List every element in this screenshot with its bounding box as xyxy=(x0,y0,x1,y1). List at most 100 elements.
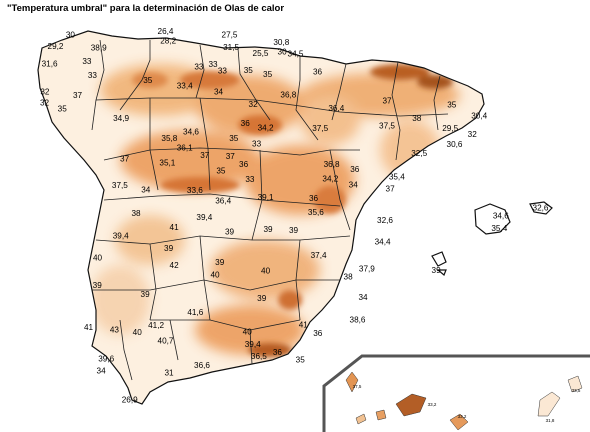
canary-value-label: 33,5 xyxy=(572,388,581,393)
station-value-label: 37,5 xyxy=(112,181,128,190)
station-value-label: 39 xyxy=(225,227,235,236)
station-value-label: 37 xyxy=(73,91,83,100)
station-value-label: 35 xyxy=(263,70,273,79)
station-value-label: 39 xyxy=(93,281,103,290)
station-value-label: 34 xyxy=(349,181,359,190)
station-value-label: 30 xyxy=(278,48,288,57)
station-value-label: 40 xyxy=(210,270,220,279)
station-value-label: 35 xyxy=(296,356,306,365)
station-value-label: 34,9 xyxy=(113,114,129,123)
canary-islands xyxy=(345,371,583,431)
station-value-label: 36 xyxy=(309,194,319,203)
station-value-label: 35,6 xyxy=(308,208,324,217)
station-value-label: 28,2 xyxy=(160,37,176,46)
peninsula-coastline xyxy=(37,30,485,405)
station-value-label: 36,6 xyxy=(194,361,210,370)
station-value-label: 35 xyxy=(447,100,457,109)
station-value-label: 39,4 xyxy=(113,232,129,241)
station-value-label: 37 xyxy=(226,152,236,161)
station-value-label: 37,9 xyxy=(359,265,375,274)
la-palma-island xyxy=(345,371,359,393)
station-value-label: 34,4 xyxy=(375,238,391,247)
station-value-label: 37,5 xyxy=(379,121,395,130)
station-value-label: 32,5 xyxy=(411,149,427,158)
menorca-island xyxy=(529,201,553,215)
station-value-label: 39 xyxy=(141,290,151,299)
station-value-label: 34,6 xyxy=(183,127,199,136)
station-value-label: 40 xyxy=(93,254,103,263)
station-value-label: 39 xyxy=(263,225,273,234)
station-value-label: 41 xyxy=(170,223,180,232)
station-value-label: 35 xyxy=(229,134,239,143)
station-value-label: 33 xyxy=(218,67,228,76)
station-value-label: 33 xyxy=(88,71,98,80)
station-value-label: 35 xyxy=(244,66,254,75)
station-value-label: 34,5 xyxy=(288,50,304,59)
station-value-label: 37,4 xyxy=(311,251,327,260)
station-value-label: 38 xyxy=(131,209,141,218)
station-value-label: 40 xyxy=(261,267,271,276)
station-value-label: 32,6 xyxy=(377,216,393,225)
station-value-label: 30 xyxy=(66,31,76,40)
canary-labels: 37,5 33,2 33,2 31,8 33,5 xyxy=(353,384,581,423)
station-value-label: 34 xyxy=(214,88,224,97)
station-value-label: 25,5 xyxy=(253,49,269,58)
station-value-label: 40,7 xyxy=(158,336,174,345)
station-value-label: 39,1 xyxy=(258,193,274,202)
station-value-label: 37,5 xyxy=(312,124,328,133)
station-value-label: 35,4 xyxy=(491,224,507,233)
station-value-label: 36 xyxy=(350,165,360,174)
station-value-label: 37 xyxy=(386,185,396,194)
fuerteventura-island xyxy=(537,391,561,417)
station-value-label: 35,1 xyxy=(159,159,175,168)
station-value-label: 39,4 xyxy=(245,340,261,349)
station-value-label: 33 xyxy=(194,63,204,72)
station-value-label: 33 xyxy=(252,140,262,149)
station-value-label: 35 xyxy=(143,76,153,85)
station-value-label: 41,6 xyxy=(187,308,203,317)
canary-inset-frame xyxy=(322,354,590,432)
station-value-label: 33 xyxy=(245,175,255,184)
station-value-label: 33,6 xyxy=(187,186,203,195)
station-value-label: 36,5 xyxy=(251,352,267,361)
station-value-label: 33 xyxy=(82,57,92,66)
station-value-label: 32 xyxy=(468,130,478,139)
station-value-label: 40 xyxy=(243,327,253,336)
station-value-label: 41 xyxy=(299,321,309,330)
station-value-label: 38 xyxy=(344,273,354,282)
station-value-label: 36 xyxy=(239,160,249,169)
station-value-label: 32 xyxy=(40,88,50,97)
station-value-label: 27,5 xyxy=(222,31,238,40)
station-value-label: 35,4 xyxy=(389,173,405,182)
station-value-label: 38,6 xyxy=(350,316,366,325)
station-value-label: 38 xyxy=(412,114,422,123)
canary-value-label: 37,5 xyxy=(353,384,362,389)
station-value-label: 34,6 xyxy=(493,212,509,221)
station-value-label: 29,2 xyxy=(48,42,64,51)
station-value-label: 36,4 xyxy=(215,197,231,206)
station-value-label: 38,9 xyxy=(91,43,107,52)
station-value-label: 37 xyxy=(120,155,130,164)
station-value-label: 39 xyxy=(289,226,299,235)
station-value-label: 35 xyxy=(58,105,68,114)
station-value-label: 35,8 xyxy=(161,134,177,143)
station-value-label: 35 xyxy=(216,167,226,176)
station-value-label: 36 xyxy=(313,329,323,338)
formentera-island xyxy=(436,269,447,276)
station-value-label: 39 xyxy=(257,294,267,303)
station-value-label: 33,4 xyxy=(177,82,193,91)
la-gomera-island xyxy=(375,409,387,421)
station-value-label: 36,1 xyxy=(177,143,193,152)
canary-value-label: 33,2 xyxy=(428,402,437,407)
station-value-label: 39,6 xyxy=(98,354,114,363)
station-value-label: 26,9 xyxy=(122,395,138,404)
el-hierro-island xyxy=(355,413,367,425)
tenerife-island xyxy=(395,393,427,417)
station-value-label: 39 xyxy=(164,244,174,253)
station-value-label: 36 xyxy=(313,67,323,76)
station-value-label: 31,6 xyxy=(42,59,58,68)
province-boundaries xyxy=(91,39,449,381)
station-value-label: 30,8 xyxy=(273,38,289,47)
station-value-label: 41 xyxy=(84,323,94,332)
